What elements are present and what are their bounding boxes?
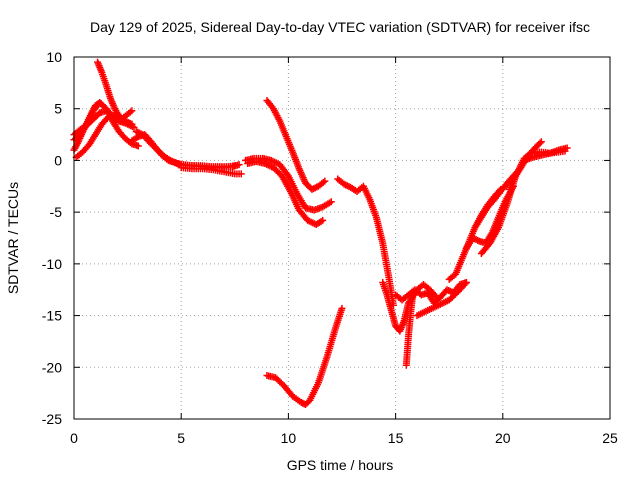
y-tick-label: 0 <box>54 152 62 168</box>
data-series <box>244 157 327 229</box>
data-point <box>134 142 142 150</box>
data-point <box>327 198 335 206</box>
data-series <box>471 165 524 232</box>
y-tick-label: -25 <box>42 411 62 427</box>
chart-title: Day 129 of 2025, Sidereal Day-to-day VTE… <box>90 19 590 35</box>
data-point <box>431 292 439 300</box>
x-tick-label: 15 <box>388 430 404 446</box>
data-points <box>70 58 571 409</box>
x-tick-label: 5 <box>177 430 185 446</box>
data-series <box>392 278 470 307</box>
data-point <box>409 291 417 299</box>
data-point <box>461 280 469 288</box>
data-series <box>263 304 346 409</box>
y-tick-label: 5 <box>54 101 62 117</box>
data-point <box>462 278 470 286</box>
data-point <box>536 139 544 147</box>
x-tick-label: 20 <box>495 430 511 446</box>
data-series <box>70 99 136 144</box>
x-tick-label: 10 <box>281 430 297 446</box>
data-series <box>413 278 470 320</box>
data-point <box>235 161 243 169</box>
x-tick-label: 0 <box>70 430 78 446</box>
data-point <box>563 144 571 152</box>
data-point <box>537 138 545 146</box>
y-tick-label: -20 <box>42 359 62 375</box>
data-series <box>520 144 571 164</box>
data-series <box>402 291 417 369</box>
data-series <box>242 154 335 214</box>
axis-ticks: 0 5 10 15 20 25 10 5 0 -5 -10 -15 -20 -25 <box>42 49 618 446</box>
data-series <box>334 175 397 309</box>
data-series <box>132 127 243 171</box>
x-axis-label: GPS time / hours <box>287 457 394 473</box>
y-tick-label: -15 <box>42 308 62 324</box>
plot-frame <box>73 56 611 420</box>
grid-lines <box>74 57 610 419</box>
y-tick-label: -5 <box>50 204 63 220</box>
y-tick-label: 10 <box>46 49 62 65</box>
data-point <box>338 304 346 312</box>
data-point <box>319 216 327 224</box>
y-axis-label: SDTVAR / TECUs <box>5 182 21 294</box>
data-point <box>237 170 245 178</box>
data-series <box>505 138 545 193</box>
y-tick-label: -10 <box>42 256 62 272</box>
data-series <box>177 164 245 178</box>
data-point <box>128 107 136 115</box>
data-point <box>321 177 329 185</box>
data-point <box>128 120 136 128</box>
x-tick-label: 25 <box>602 430 618 446</box>
data-series <box>263 96 329 193</box>
